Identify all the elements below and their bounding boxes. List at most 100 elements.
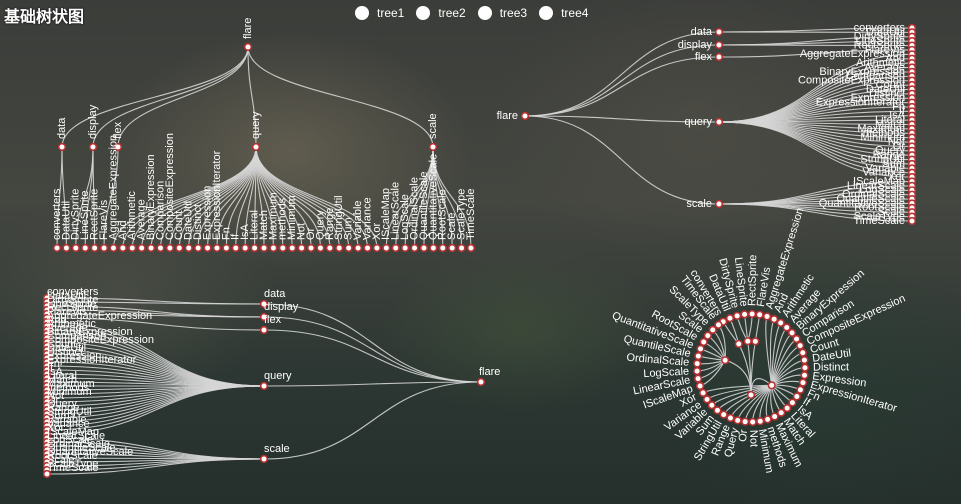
- tree-node-string-util[interactable]: [335, 243, 344, 253]
- tree-node-variance[interactable]: [702, 395, 712, 404]
- tree-node-dirty-sprite[interactable]: [71, 243, 80, 253]
- tree-node-flex[interactable]: [714, 52, 724, 62]
- legend-item-tree4[interactable]: tree4: [539, 6, 588, 20]
- tree-node-display[interactable]: [259, 312, 269, 322]
- tree-node-log-scale[interactable]: [401, 243, 410, 253]
- tree-node-line-sprite[interactable]: [81, 243, 90, 253]
- tree-node-sum[interactable]: [344, 243, 353, 253]
- tree-node-flare[interactable]: [243, 42, 253, 52]
- tree-node-average[interactable]: [782, 323, 791, 332]
- tree-node-aggregate-expression[interactable]: [109, 243, 118, 253]
- tree-node-fn[interactable]: [796, 385, 805, 394]
- tree-node-rect-sprite[interactable]: [90, 243, 99, 253]
- tree-node-comparison[interactable]: [792, 334, 801, 344]
- tree-node-aggregate-expression[interactable]: [762, 312, 772, 321]
- tree-node-not[interactable]: [748, 417, 757, 427]
- tree-node-query[interactable]: [251, 142, 261, 152]
- tree-node-flare-vis[interactable]: [99, 243, 109, 253]
- tree-node-iscale-map[interactable]: [382, 243, 391, 253]
- tree-node-or[interactable]: [306, 243, 316, 253]
- tree-node-count[interactable]: [175, 243, 184, 253]
- tree-node-methods[interactable]: [763, 415, 772, 424]
- tree-node-root-scale[interactable]: [699, 337, 708, 347]
- tree-node-arithmetic[interactable]: [128, 243, 137, 253]
- tree-node-scale-type[interactable]: [457, 243, 466, 253]
- tree-node-time-scale[interactable]: [42, 469, 52, 479]
- tree-node-query[interactable]: [733, 416, 742, 425]
- tree-node-if[interactable]: [231, 243, 240, 253]
- tree-node-iscale-map[interactable]: [695, 381, 705, 391]
- tree-node-root-scale[interactable]: [438, 243, 447, 253]
- tree-node-range[interactable]: [726, 413, 735, 423]
- tree-node-quantile-scale[interactable]: [694, 351, 703, 361]
- tree-node-flex[interactable]: [113, 142, 123, 152]
- tree-node-expression-iterator[interactable]: [798, 378, 808, 387]
- tree-node-linear-scale[interactable]: [693, 374, 703, 383]
- tree-node-linear-scale[interactable]: [391, 243, 400, 253]
- tree-node-match[interactable]: [777, 408, 786, 417]
- tree-node-binary-expression[interactable]: [787, 328, 797, 338]
- tree-node-range[interactable]: [325, 243, 334, 253]
- tree-node-query[interactable]: [714, 117, 724, 127]
- tree-node-methods[interactable]: [278, 243, 287, 253]
- tree-node-composite-expression[interactable]: [796, 341, 805, 350]
- legend-item-tree3[interactable]: tree3: [477, 6, 527, 20]
- tree-node-count[interactable]: [798, 348, 807, 357]
- tree-node-and[interactable]: [770, 315, 779, 324]
- tree-node-scale[interactable]: [448, 243, 457, 253]
- tree-node-dirty-sprite[interactable]: [733, 311, 742, 320]
- tree-node-quantitative-scale[interactable]: [429, 243, 438, 253]
- tree-node-time-scale[interactable]: [714, 320, 723, 329]
- tree-node-data-util[interactable]: [725, 314, 735, 323]
- tree-node-average[interactable]: [137, 243, 146, 253]
- tree-node-variance[interactable]: [363, 243, 372, 253]
- tree-node-minimum[interactable]: [288, 243, 297, 253]
- tree-node-literal[interactable]: [783, 404, 792, 413]
- tree-node-scale[interactable]: [703, 331, 712, 340]
- tree-node-flare[interactable]: [520, 111, 530, 121]
- tree-node-scale[interactable]: [714, 199, 724, 209]
- tree-node-string-util[interactable]: [719, 410, 728, 419]
- tree-node-time-scale[interactable]: [907, 216, 917, 226]
- tree-node-converters[interactable]: [52, 243, 62, 253]
- tree-node-or[interactable]: [741, 417, 750, 426]
- tree-node-ordinal-scale[interactable]: [693, 359, 702, 368]
- tree-node-literal[interactable]: [250, 243, 259, 253]
- tree-node-scale-type[interactable]: [708, 325, 717, 334]
- tree-node-rect-sprite[interactable]: [748, 309, 757, 319]
- tree-node-date-util[interactable]: [800, 356, 809, 365]
- tree-node-scale[interactable]: [428, 142, 438, 152]
- tree-node-quantile-scale[interactable]: [419, 243, 429, 253]
- tree-node-data[interactable]: [259, 299, 269, 309]
- tree-node-query[interactable]: [767, 381, 776, 390]
- legend-item-tree1[interactable]: tree1: [355, 6, 404, 20]
- tree-node-quantitative-scale[interactable]: [696, 344, 705, 353]
- tree-node-display[interactable]: [714, 40, 724, 50]
- tree-node-time-scale[interactable]: [466, 243, 476, 253]
- tree-node-is-a[interactable]: [241, 243, 250, 253]
- tree-node-ordinal-scale[interactable]: [410, 243, 419, 253]
- tree-node-flare[interactable]: [746, 390, 756, 400]
- tree-node-data[interactable]: [714, 27, 724, 37]
- tree-node-xor[interactable]: [372, 243, 382, 253]
- legend-item-tree2[interactable]: tree2: [416, 6, 466, 20]
- tree-node-expression-iterator[interactable]: [212, 243, 222, 253]
- tree-node-flare[interactable]: [476, 377, 486, 387]
- tree-node-scale[interactable]: [721, 356, 730, 365]
- tree-node-data[interactable]: [57, 142, 67, 152]
- tree-node-sum[interactable]: [713, 406, 722, 415]
- tree-node-arithmetic[interactable]: [776, 318, 785, 328]
- tree-node-xor[interactable]: [698, 388, 708, 398]
- tree-node-flare-vis[interactable]: [755, 310, 764, 319]
- tree-node-data[interactable]: [734, 339, 743, 349]
- tree-node-flex[interactable]: [259, 325, 269, 335]
- tree-node-line-sprite[interactable]: [740, 310, 749, 319]
- tree-node-variable[interactable]: [707, 401, 716, 410]
- tree-node-not[interactable]: [297, 243, 306, 253]
- tree-node-if[interactable]: [792, 392, 801, 401]
- tree-node-distinct[interactable]: [194, 243, 203, 253]
- tree-node-match[interactable]: [259, 243, 269, 253]
- tree-node-fn[interactable]: [222, 243, 231, 253]
- tree-node-query[interactable]: [259, 381, 269, 391]
- tree-node-maximum[interactable]: [269, 243, 278, 253]
